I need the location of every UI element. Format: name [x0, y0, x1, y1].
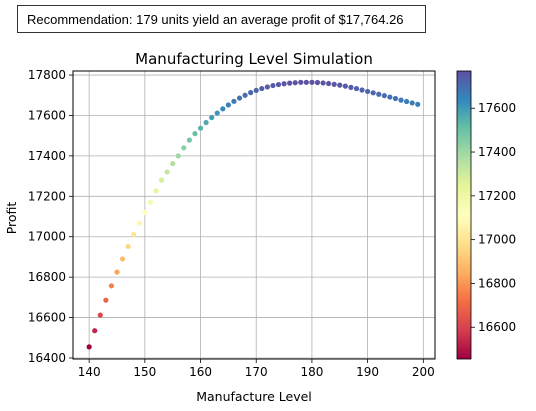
data-point — [381, 93, 387, 99]
colorbar-tick-label: 16600 — [478, 320, 516, 334]
data-point — [242, 92, 248, 98]
colorbar-tick-label: 17000 — [478, 233, 516, 247]
data-point — [153, 188, 159, 194]
data-point — [264, 84, 270, 90]
y-tick-label: 17200 — [28, 189, 66, 203]
data-point — [92, 328, 98, 334]
data-point — [209, 114, 215, 121]
data-point — [214, 110, 220, 116]
data-point — [303, 79, 309, 85]
y-tick-label: 16800 — [28, 270, 66, 284]
data-point — [175, 153, 181, 159]
data-point — [309, 79, 315, 85]
recommendation-box: Recommendation: 179 units yield an avera… — [17, 5, 426, 33]
data-point — [236, 95, 243, 101]
data-point — [403, 98, 410, 105]
colorbar-ticks: 16600 16800 17000 17200 17400 17600 — [471, 101, 516, 334]
colorbar-tick-label: 17400 — [478, 145, 516, 159]
data-point — [97, 312, 103, 318]
data-point — [181, 145, 187, 151]
data-point — [158, 177, 165, 183]
x-tick-label: 170 — [245, 365, 268, 379]
data-point — [331, 81, 337, 87]
data-point — [314, 79, 321, 86]
data-point — [231, 98, 237, 104]
data-point — [131, 231, 137, 238]
data-point — [342, 83, 348, 89]
y-tick-label: 17600 — [28, 108, 66, 122]
data-point — [253, 87, 259, 94]
data-point — [170, 160, 176, 167]
data-point — [281, 81, 287, 87]
plot-frame — [72, 70, 436, 360]
data-point — [142, 209, 148, 216]
x-tick-label: 140 — [78, 365, 101, 379]
data-point — [387, 94, 393, 100]
colorbar-tick-label: 16800 — [478, 276, 516, 290]
data-point — [287, 80, 293, 86]
data-point — [326, 80, 332, 87]
data-point — [103, 297, 109, 303]
data-point — [108, 283, 115, 289]
x-tick-label: 190 — [356, 365, 379, 379]
data-point — [220, 106, 226, 112]
data-point — [225, 102, 231, 108]
data-point — [164, 169, 170, 175]
y-tick-label: 17800 — [28, 68, 66, 82]
data-point — [398, 97, 404, 103]
x-axis-label: Manufacture Level — [196, 389, 312, 404]
data-points — [86, 79, 421, 350]
data-point — [370, 90, 376, 96]
data-point — [292, 80, 298, 86]
y-axis: 16400 16600 16800 17000 17200 17400 17600 17800 — [28, 68, 73, 365]
data-point — [392, 95, 399, 102]
data-point — [125, 243, 131, 250]
data-point — [114, 269, 120, 275]
data-point — [320, 80, 326, 86]
data-point — [186, 137, 192, 143]
y-tick-label: 16600 — [28, 311, 66, 325]
data-point — [147, 199, 154, 205]
data-point — [270, 82, 276, 89]
data-point — [348, 84, 354, 90]
data-point — [248, 90, 254, 96]
recommendation-text: Recommendation: 179 units yield an avera… — [27, 11, 404, 27]
y-tick-label: 17000 — [28, 230, 66, 244]
grid-lines — [73, 71, 435, 359]
y-tick-label: 16400 — [28, 351, 66, 365]
data-point — [409, 100, 415, 106]
data-point — [197, 125, 204, 131]
y-tick-label: 17400 — [28, 149, 66, 163]
data-point — [298, 79, 304, 85]
data-point — [415, 101, 421, 107]
data-point — [192, 131, 198, 137]
x-tick-label: 150 — [133, 365, 156, 379]
chart-title: Manufacturing Level Simulation — [135, 50, 373, 68]
data-point — [376, 91, 382, 97]
colorbar — [456, 70, 472, 360]
data-point — [136, 220, 142, 226]
data-point — [203, 119, 209, 126]
data-point — [359, 87, 365, 93]
x-axis: 140 150 160 170 180 190 200 — [78, 359, 435, 379]
data-point — [259, 85, 265, 92]
x-tick-label: 180 — [300, 365, 323, 379]
colorbar-tick-label: 17200 — [478, 189, 516, 203]
data-point — [365, 88, 371, 95]
data-point — [275, 81, 282, 88]
colorbar-tick-label: 17600 — [478, 101, 516, 115]
data-point — [86, 344, 92, 350]
data-point — [337, 82, 343, 88]
x-tick-label: 200 — [412, 365, 435, 379]
data-point — [353, 85, 360, 92]
x-tick-label: 160 — [189, 365, 212, 379]
y-axis-label: Profit — [4, 202, 19, 235]
data-point — [119, 256, 126, 262]
